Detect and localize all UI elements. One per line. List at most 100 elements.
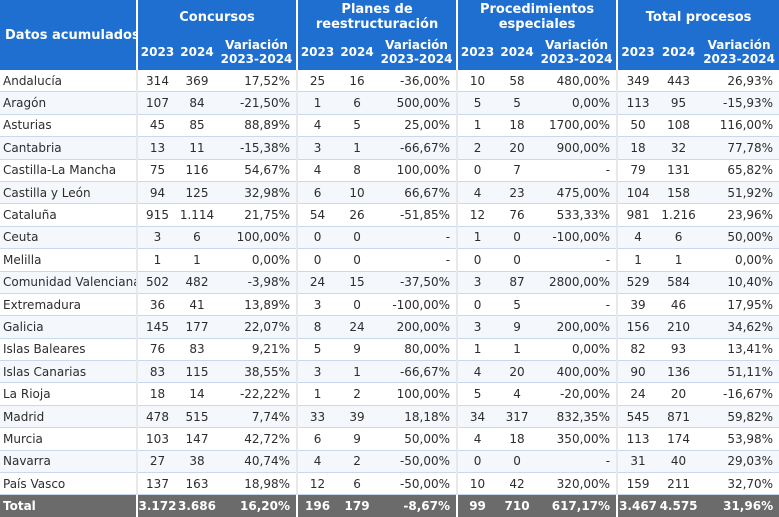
cell-total-2023: 18 — [616, 136, 659, 160]
cell-concursos-variacion: 7,74% — [217, 405, 298, 429]
cell-planes-2023: 8 — [296, 315, 338, 339]
cell-concursos-2024: 369 — [177, 70, 217, 93]
cell-procedimientos-2024: 18 — [497, 114, 538, 138]
cell-concursos-2023: 103 — [136, 427, 177, 451]
cell-planes-variacion: -66,67% — [377, 360, 458, 384]
cell-total-variacion: 0,00% — [699, 248, 779, 272]
cell-concursos-2023: 3.172 — [136, 494, 177, 517]
cell-total-2023: 79 — [616, 159, 659, 182]
cell-procedimientos-2024: 5 — [497, 91, 538, 115]
cell-concursos-2024: 515 — [177, 405, 217, 429]
region-name: Castilla y León — [0, 181, 137, 205]
subheader-2023: 2023 — [296, 34, 338, 70]
cell-total-2024: 46 — [658, 293, 700, 317]
cell-concursos-variacion: 100,00% — [217, 226, 298, 250]
table-row: Castilla-La Mancha 75 116 54,67% 4 8 100,00% 0 7… — [0, 159, 779, 182]
cell-procedimientos-variacion: 533,33% — [537, 203, 618, 227]
cell-planes-variacion: 500,00% — [377, 91, 458, 115]
cell-concursos-2023: 915 — [136, 203, 177, 227]
cell-procedimientos-2024: 710 — [497, 494, 538, 517]
cell-total-variacion: -16,67% — [699, 382, 779, 406]
cell-procedimientos-2024: 0 — [497, 226, 538, 250]
cell-total-2024: 443 — [658, 70, 700, 93]
cell-concursos-variacion: -3,98% — [217, 271, 298, 294]
cell-concursos-2024: 84 — [177, 91, 217, 115]
subheader-2023: 2023 — [136, 34, 177, 70]
cell-planes-2024: 26 — [337, 203, 378, 227]
cell-concursos-2023: 478 — [136, 405, 177, 429]
cell-concursos-variacion: 18,98% — [217, 472, 298, 496]
cell-total-2024: 40 — [658, 450, 700, 474]
cell-procedimientos-variacion: - — [537, 293, 618, 317]
cell-concursos-2023: 107 — [136, 91, 177, 115]
table-row: Galicia 145 177 22,07% 8 24 200,00% 3 9 200,00% 15… — [0, 315, 779, 339]
cell-procedimientos-2023: 5 — [456, 382, 498, 406]
cell-concursos-variacion: 32,98% — [217, 181, 298, 205]
subheader-2024: 2024 — [497, 34, 538, 70]
region-name: Ceuta — [0, 226, 137, 250]
cell-total-variacion: 51,92% — [699, 181, 779, 205]
cell-planes-variacion: 50,00% — [377, 427, 458, 451]
cell-total-variacion: 17,95% — [699, 293, 779, 317]
cell-concursos-2024: 147 — [177, 427, 217, 451]
cell-concursos-variacion: 38,55% — [217, 360, 298, 384]
cell-total-2024: 93 — [658, 338, 700, 362]
cell-procedimientos-2023: 1 — [456, 226, 498, 250]
cell-planes-2024: 5 — [337, 114, 378, 138]
table-row: Ceuta 3 6 100,00% 0 0-1 0 -100,00% 4 6 50,00% — [0, 226, 779, 250]
region-name: Cataluña — [0, 203, 137, 227]
cell-planes-2024: 16 — [337, 70, 378, 93]
cell-total-2024: 131 — [658, 159, 700, 182]
cell-planes-2023: 12 — [296, 472, 338, 496]
table-row: Extremadura 36 41 13,89% 3 0 -100,00% 0 5-39 46 17… — [0, 293, 779, 317]
cell-concursos-2024: 1 — [177, 248, 217, 272]
region-name: Asturias — [0, 114, 137, 138]
cell-procedimientos-2023: 0 — [456, 248, 498, 272]
cell-planes-variacion: - — [377, 248, 458, 272]
cell-procedimientos-variacion: 320,00% — [537, 472, 618, 496]
cell-total-2023: 39 — [616, 293, 659, 317]
table-row: Cataluña 915 1.114 21,75% 54 26 -51,85% 12 76 533… — [0, 203, 779, 227]
cell-concursos-2024: 482 — [177, 271, 217, 294]
cell-procedimientos-2024: 20 — [497, 136, 538, 160]
cell-concursos-variacion: 17,52% — [217, 70, 298, 93]
group-header-total: Total procesos — [616, 0, 779, 34]
table-row: Castilla y León 94 125 32,98% 6 10 66,67% 4 23 47… — [0, 181, 779, 205]
cell-procedimientos-2024: 87 — [497, 271, 538, 294]
cell-concursos-2024: 116 — [177, 159, 217, 182]
table-row: Islas Canarias 83 115 38,55% 3 1 -66,67% 4 20 400… — [0, 360, 779, 384]
table-row: Navarra 27 38 40,74% 4 2 -50,00% 0 0-31 40 29,03% — [0, 450, 779, 474]
cell-total-2023: 31 — [616, 450, 659, 474]
cell-procedimientos-variacion: 617,17% — [537, 494, 618, 517]
cell-procedimientos-2024: 317 — [497, 405, 538, 429]
cell-planes-2023: 1 — [296, 382, 338, 406]
cell-procedimientos-2023: 0 — [456, 450, 498, 474]
cell-planes-variacion: -50,00% — [377, 472, 458, 496]
cell-procedimientos-2023: 10 — [456, 70, 498, 93]
cell-planes-variacion: 100,00% — [377, 159, 458, 182]
cell-concursos-variacion: 9,21% — [217, 338, 298, 362]
cell-concursos-2023: 76 — [136, 338, 177, 362]
cell-planes-2023: 3 — [296, 360, 338, 384]
cell-procedimientos-variacion: 900,00% — [537, 136, 618, 160]
cell-total-2024: 584 — [658, 271, 700, 294]
cell-total-2023: 4 — [616, 226, 659, 250]
cell-planes-2024: 8 — [337, 159, 378, 182]
cell-planes-variacion: 66,67% — [377, 181, 458, 205]
cell-total-2023: 981 — [616, 203, 659, 227]
cell-planes-2023: 4 — [296, 159, 338, 182]
cell-concursos-2024: 3.686 — [177, 494, 217, 517]
cell-planes-2023: 3 — [296, 136, 338, 160]
region-name: Navarra — [0, 450, 137, 474]
cell-procedimientos-2023: 1 — [456, 114, 498, 138]
cell-procedimientos-variacion: 0,00% — [537, 91, 618, 115]
subheader-2024: 2024 — [658, 34, 700, 70]
cell-procedimientos-2023: 3 — [456, 315, 498, 339]
cell-procedimientos-variacion: - — [537, 248, 618, 272]
table-header: Datos acumulados Concursos Planes de ree… — [0, 0, 779, 70]
cell-planes-variacion: 80,00% — [377, 338, 458, 362]
cell-concursos-variacion: 13,89% — [217, 293, 298, 317]
cell-total-variacion: 31,96% — [699, 494, 779, 517]
cell-planes-2023: 3 — [296, 293, 338, 317]
subheader-2024: 2024 — [337, 34, 378, 70]
